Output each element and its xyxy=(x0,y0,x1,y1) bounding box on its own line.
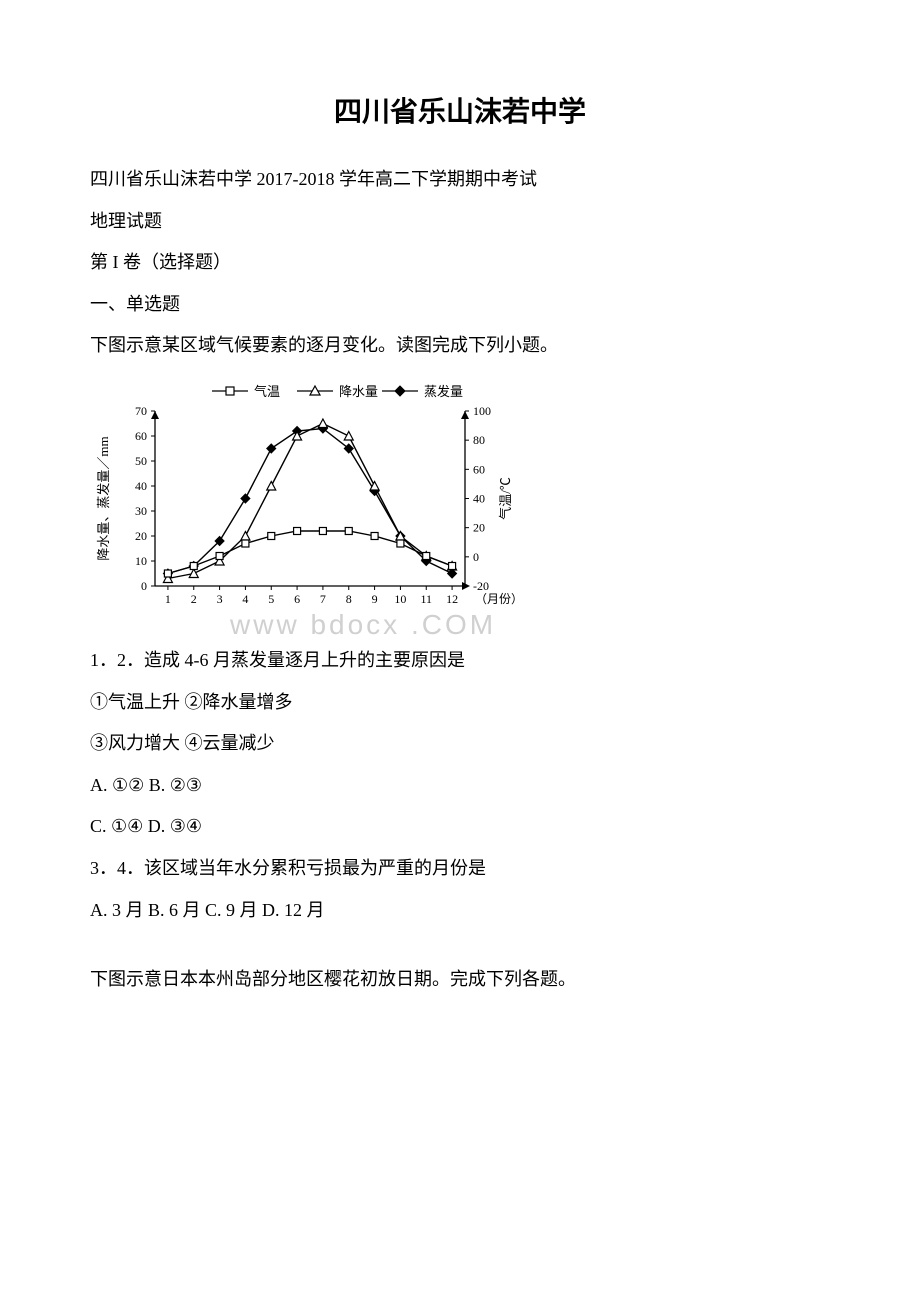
svg-text:100: 100 xyxy=(473,404,491,418)
page-title: 四川省乐山沫若中学 xyxy=(90,90,830,130)
svg-text:11: 11 xyxy=(420,592,432,606)
climate-chart: 气温 降水量 蒸发量 0 10 20 30 40 50 60 70 降水量、蒸发量／mm -20 0 20 4… xyxy=(90,376,830,636)
svg-text:8: 8 xyxy=(346,592,352,606)
question-1-choice-ab: A. ①② B. ②③ xyxy=(90,766,830,806)
svg-text:5: 5 xyxy=(268,592,274,606)
svg-text:80: 80 xyxy=(473,433,485,447)
svg-text:0: 0 xyxy=(473,550,479,564)
svg-text:1: 1 xyxy=(165,592,171,606)
svg-text:50: 50 xyxy=(135,454,147,468)
svg-text:60: 60 xyxy=(135,429,147,443)
subtitle-2: 地理试题 xyxy=(90,202,830,242)
svg-text:（月份）: （月份） xyxy=(475,592,523,606)
svg-text:6: 6 xyxy=(294,592,300,606)
subsection-label: 一、单选题 xyxy=(90,285,830,325)
svg-text:3: 3 xyxy=(217,592,223,606)
svg-text:20: 20 xyxy=(135,529,147,543)
svg-text:7: 7 xyxy=(320,592,326,606)
question-2-choices: A. 3 月 B. 6 月 C. 9 月 D. 12 月 xyxy=(90,891,830,931)
svg-text:10: 10 xyxy=(135,554,147,568)
svg-text:气温: 气温 xyxy=(254,384,280,399)
svg-text:2: 2 xyxy=(191,592,197,606)
svg-text:20: 20 xyxy=(473,521,485,535)
svg-text:9: 9 xyxy=(372,592,378,606)
svg-text:-20: -20 xyxy=(473,579,489,593)
question-1: 1．2．造成 4-6 月蒸发量逐月上升的主要原因是 xyxy=(90,641,830,681)
watermark: www bdocx .COM xyxy=(230,609,496,641)
svg-text:降水量、蒸发量／mm: 降水量、蒸发量／mm xyxy=(96,436,111,560)
question-2: 3．4．该区域当年水分累积亏损最为严重的月份是 xyxy=(90,849,830,889)
svg-text:降水量: 降水量 xyxy=(339,384,378,399)
section-label: 第 I 卷（选择题） xyxy=(90,243,830,283)
svg-text:12: 12 xyxy=(446,592,458,606)
svg-text:4: 4 xyxy=(242,592,248,606)
question-1-options-2: ③风力增大 ④云量减少 xyxy=(90,724,830,764)
svg-text:30: 30 xyxy=(135,504,147,518)
intro-2: 下图示意日本本州岛部分地区樱花初放日期。完成下列各题。 xyxy=(90,960,830,1000)
question-1-options-1: ①气温上升 ②降水量增多 xyxy=(90,683,830,723)
svg-text:气温/℃: 气温/℃ xyxy=(498,477,513,520)
svg-text:70: 70 xyxy=(135,404,147,418)
question-1-choice-cd: C. ①④ D. ③④ xyxy=(90,807,830,847)
svg-text:40: 40 xyxy=(473,491,485,505)
svg-text:0: 0 xyxy=(141,579,147,593)
intro-text: 下图示意某区域气候要素的逐月变化。读图完成下列小题。 xyxy=(90,326,830,366)
chart-svg: 气温 降水量 蒸发量 0 10 20 30 40 50 60 70 降水量、蒸发量／mm -20 0 20 4… xyxy=(90,376,530,636)
subtitle-1: 四川省乐山沫若中学 2017-2018 学年高二下学期期中考试 xyxy=(90,160,830,200)
svg-text:10: 10 xyxy=(394,592,406,606)
svg-text:40: 40 xyxy=(135,479,147,493)
svg-text:60: 60 xyxy=(473,462,485,476)
svg-text:蒸发量: 蒸发量 xyxy=(424,384,463,399)
